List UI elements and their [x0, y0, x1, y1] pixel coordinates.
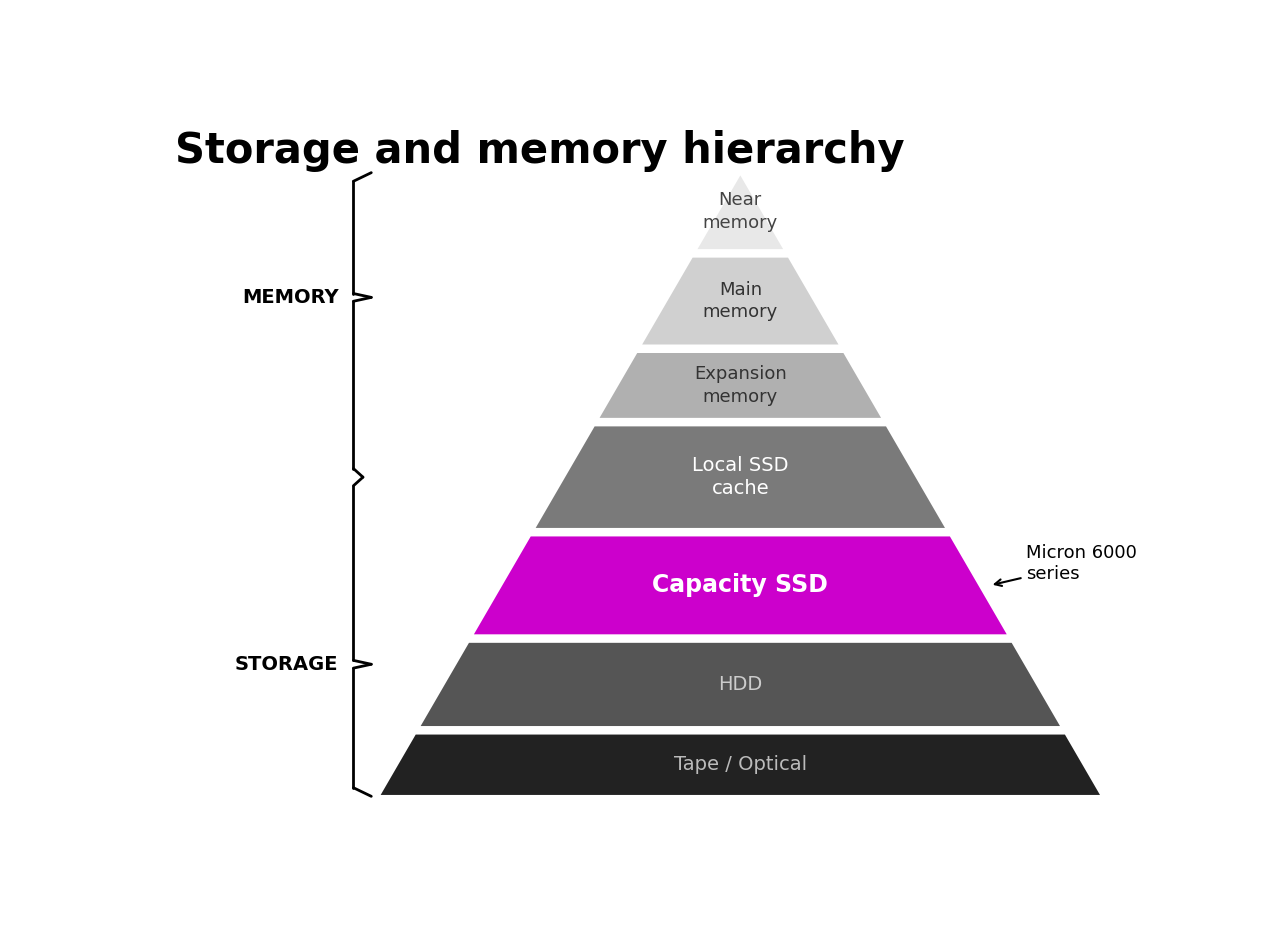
Text: Capacity SSD: Capacity SSD: [653, 573, 828, 598]
Text: Tape / Optical: Tape / Optical: [673, 755, 806, 775]
Text: Near
memory: Near memory: [703, 192, 778, 232]
Text: Local SSD
cache: Local SSD cache: [692, 456, 788, 498]
Text: STORAGE: STORAGE: [236, 654, 338, 674]
Text: MEMORY: MEMORY: [242, 288, 338, 307]
Text: Main
memory: Main memory: [703, 281, 778, 321]
Polygon shape: [471, 535, 1009, 636]
Text: HDD: HDD: [718, 675, 763, 694]
Text: Expansion
memory: Expansion memory: [694, 365, 787, 406]
Polygon shape: [534, 425, 947, 530]
Text: Micron 6000
series: Micron 6000 series: [995, 545, 1137, 586]
Polygon shape: [419, 641, 1062, 727]
Polygon shape: [598, 352, 883, 419]
Text: Storage and memory hierarchy: Storage and memory hierarchy: [175, 129, 905, 171]
Polygon shape: [640, 256, 841, 346]
Polygon shape: [378, 733, 1102, 796]
Polygon shape: [695, 172, 786, 250]
